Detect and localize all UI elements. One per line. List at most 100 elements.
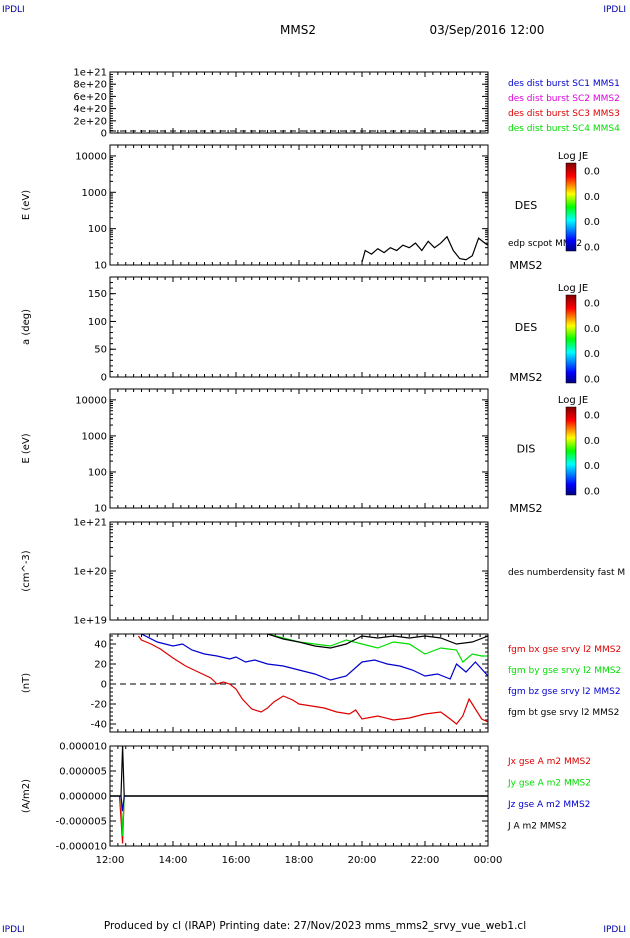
colorbar-tick-label: 0.0: [584, 243, 600, 254]
corner-label-top-left: IPDLI: [2, 5, 25, 15]
y-axis-label: E (eV): [21, 190, 32, 220]
datetime-title: 03/Sep/2016 12:00: [430, 23, 545, 37]
panel-frame: [109, 633, 489, 733]
footer-caption: Produced by cl (IRAP) Printing date: 27/…: [104, 920, 526, 932]
legend-entry: Jz gse A m2 MMS2: [507, 800, 590, 810]
panel-des-pitch: 150 100 50 0 a (deg) DES MMS2 Log JE 0.0 0.0 0.0 0.…: [21, 276, 600, 386]
colorbar-tick-label: 0.0: [584, 299, 600, 310]
panel-magnetic-field: 40 20 0 -20 -40 (nT) fgm bx gse srvy l2 MMS2 fg…: [21, 633, 621, 733]
y-tick-label: 1e+19: [73, 616, 107, 627]
y-tick-label: 1e+21: [73, 68, 107, 79]
y-axis-label: (A/m2): [21, 779, 32, 813]
corner-label-top-right: IPDLI: [603, 5, 626, 15]
legend-entry: des numberdensity fast M: [508, 568, 625, 578]
colorbar-tick-label: 0.0: [584, 375, 600, 386]
legend-entry: fgm bx gse srvy l2 MMS2: [508, 645, 621, 655]
y-axis-label: E (eV): [21, 433, 32, 463]
y-tick-label: 1000: [82, 188, 107, 199]
x-tick-label: 16:00: [222, 855, 251, 866]
legend-entry: des dist burst SC1 MMS1: [508, 79, 620, 89]
y-tick-label: 0: [101, 129, 107, 140]
y-tick-label: 10: [94, 261, 107, 272]
legend-entry: Jx gse A m2 MMS2: [507, 757, 591, 767]
spacecraft-label: MMS2: [510, 502, 543, 515]
y-tick-label: 150: [88, 289, 107, 300]
colorbar-title: Log JE: [558, 283, 588, 294]
legend-entry: fgm by gse srvy l2 MMS2: [508, 666, 621, 676]
colorbar: [565, 162, 577, 252]
y-tick-label: -0.000010: [56, 842, 107, 853]
corner-label-bottom-left: IPDLI: [2, 925, 25, 934]
species-label: DES: [515, 199, 537, 212]
panel-frame: [109, 388, 489, 509]
colorbar: [565, 294, 577, 384]
series-line-0: [110, 795, 488, 844]
x-tick-label: 18:00: [285, 855, 314, 866]
x-tick-label: 22:00: [411, 855, 440, 866]
panel-frame: [109, 521, 489, 621]
series-line-1: [267, 634, 488, 663]
y-tick-label: 1e+21: [73, 518, 107, 529]
legend-entry: fgm bz gse srvy l2 MMS2: [508, 687, 621, 697]
y-tick-label: 10: [94, 504, 107, 515]
y-tick-label: 100: [88, 224, 107, 235]
y-tick-label: 0: [101, 373, 107, 384]
colorbar-tick-label: 0.0: [584, 217, 600, 228]
y-tick-label: 0: [101, 680, 107, 691]
species-label: DIS: [517, 443, 536, 456]
y-tick-label: 10000: [75, 395, 107, 406]
spacecraft-title: MMS2: [280, 23, 316, 37]
colorbar-tick-label: 0.0: [584, 436, 600, 447]
y-tick-label: 6e+20: [73, 92, 107, 103]
y-tick-label: 0.000005: [59, 767, 107, 778]
corner-label-bottom-right: IPDLI: [603, 925, 626, 934]
colorbar: [565, 406, 577, 496]
colorbar-tick-label: 0.0: [584, 324, 600, 335]
x-tick-label: 12:00: [96, 855, 125, 866]
y-tick-label: 8e+20: [73, 80, 107, 91]
series-line-2: [110, 795, 488, 812]
panel-dis-energy: 10000 1000 100 10 E (eV) DIS MMS2 Log JE 0.0 0.0 0…: [21, 388, 600, 515]
panel-frame: [109, 71, 489, 134]
overlay-series-line: [361, 235, 488, 263]
spacecraft-label: MMS2: [510, 371, 543, 384]
y-tick-label: 0.000000: [59, 792, 107, 803]
panel-density: 1e+21 1e+20 1e+19 (cm^-3) des numberdensity …: [21, 518, 625, 627]
y-tick-label: -0.000005: [56, 817, 107, 828]
panel-frame: [109, 745, 489, 847]
y-tick-label: 0.000010: [59, 742, 107, 753]
series-line-2: [141, 634, 488, 681]
series-line-0: [137, 635, 488, 725]
y-tick-label: 20: [94, 660, 107, 671]
colorbar-title: Log JE: [558, 151, 588, 162]
x-tick-label: 14:00: [159, 855, 188, 866]
series-line-1: [110, 795, 488, 837]
colorbar-tick-label: 0.0: [584, 411, 600, 422]
colorbar-tick-label: 0.0: [584, 461, 600, 472]
y-axis-label: (nT): [21, 673, 32, 693]
legend-entry: Jy gse A m2 MMS2: [507, 779, 591, 789]
y-axis-label: (cm^-3): [21, 550, 32, 591]
panel-des-energy: 10000 1000 100 10 E (eV) DES MMS2 edp scpot MMS…: [21, 144, 600, 272]
legend-entry: des dist burst SC2 MMS2: [508, 94, 620, 104]
y-tick-label: 50: [94, 345, 107, 356]
legend-entry: des dist burst SC4 MMS4: [508, 124, 620, 134]
x-tick-label: 00:00: [474, 855, 503, 866]
legend-entry: fgm bt gse srvy l2 MMS2: [508, 708, 619, 718]
y-tick-label: -20: [91, 700, 107, 711]
panel-frame: [109, 144, 489, 266]
species-label: DES: [515, 321, 537, 334]
colorbar-tick-label: 0.0: [584, 167, 600, 178]
panel-frame: [109, 276, 489, 378]
y-axis-label: a (deg): [21, 309, 32, 345]
colorbar-tick-label: 0.0: [584, 487, 600, 498]
colorbar-tick-label: 0.0: [584, 349, 600, 360]
series-line-3: [110, 746, 488, 797]
series-line-3: [267, 634, 488, 649]
y-tick-label: 2e+20: [73, 116, 107, 127]
y-tick-label: 100: [88, 467, 107, 478]
